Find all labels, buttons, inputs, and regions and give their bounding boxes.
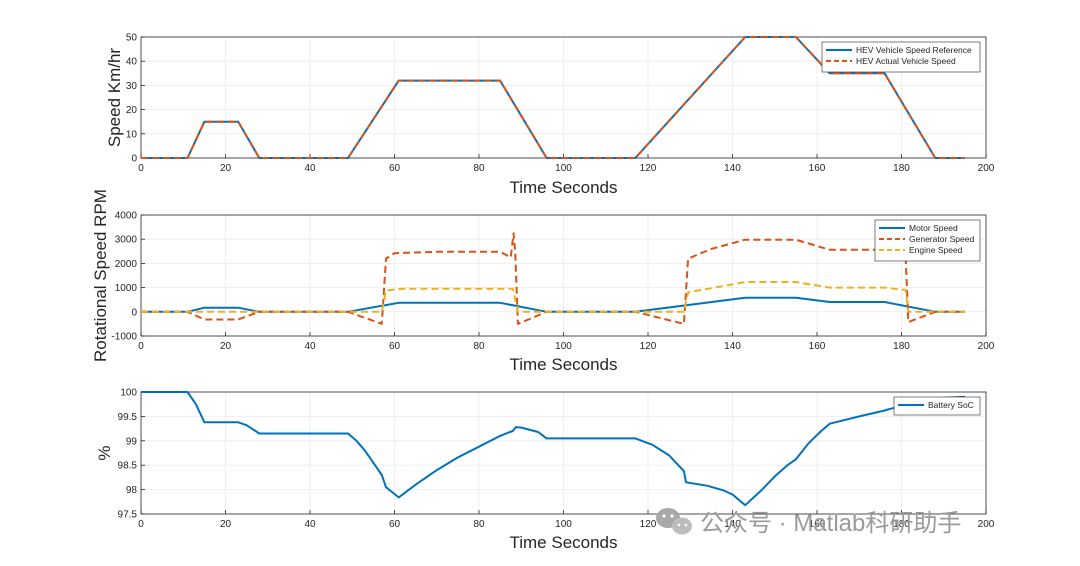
legend-entry: Engine Speed: [909, 245, 963, 255]
y-tick-label: 3000: [115, 235, 138, 246]
y-tick-label: 98: [126, 485, 138, 496]
y-tick-label: 4000: [115, 211, 138, 222]
x-tick-label: 80: [473, 341, 485, 352]
x-tick-label: 120: [640, 519, 657, 530]
y-axis-label: Speed Km/hr: [105, 48, 124, 148]
x-tick-label: 0: [138, 519, 144, 530]
x-tick-label: 80: [473, 519, 485, 530]
series-line-battery-soc: [141, 391, 965, 507]
soc-axes: 0 20 40 60 80 100 120 140 160 180 200 97.5 98 98.5 99 9…: [95, 388, 995, 553]
x-tick-label: 60: [389, 163, 401, 174]
y-tick-label: 0: [131, 154, 137, 165]
x-tick-label: 40: [304, 341, 316, 352]
x-tick-label: 20: [220, 519, 232, 530]
x-tick-label: 140: [724, 163, 741, 174]
legend-entry: HEV Actual Vehicle Speed: [856, 56, 956, 66]
x-tick-label: 120: [640, 163, 657, 174]
x-tick-label: 60: [389, 341, 401, 352]
y-axis-label: Rotational Speed RPM: [91, 189, 110, 362]
x-axis-label: Time Seconds: [509, 355, 617, 374]
x-tick-label: 120: [640, 341, 657, 352]
legend-entry: Battery SoC: [928, 400, 974, 410]
x-tick-label: 80: [473, 163, 485, 174]
x-tick-label: 100: [555, 519, 572, 530]
x-tick-label: 160: [809, 163, 826, 174]
y-tick-label: 40: [126, 57, 138, 68]
speed-axes: 0 20 40 60 80 100 120 140 160 180 200 0 10 20 30 40 50 Ti…: [105, 33, 995, 198]
y-tick-label: 98.5: [118, 461, 138, 472]
rpm-axes: 0 20 40 60 80 100 120 140 160 180 200-100001000200…: [91, 189, 995, 374]
x-tick-label: 200: [978, 341, 995, 352]
x-tick-label: 200: [978, 519, 995, 530]
x-tick-label: 20: [220, 341, 232, 352]
x-tick-label: 180: [893, 163, 910, 174]
y-tick-label: 0: [131, 307, 137, 318]
y-tick-label: 2000: [115, 259, 138, 270]
legend-entry: Motor Speed: [909, 223, 958, 233]
legend-box: [821, 41, 981, 73]
x-tick-label: 20: [220, 163, 232, 174]
series-line-motor-speed: [141, 296, 965, 313]
y-tick-label: 1000: [115, 283, 138, 294]
x-tick-label: 0: [138, 341, 144, 352]
legend-box: [874, 219, 981, 262]
x-tick-label: 140: [724, 519, 741, 530]
x-tick-label: 40: [304, 163, 316, 174]
y-tick-label: 97.5: [118, 510, 138, 521]
x-axis-label: Time Seconds: [509, 178, 617, 197]
series-line-generator-speed: [141, 232, 965, 325]
watermark-text: 公众号 · Matlab科研助手: [700, 510, 961, 537]
x-tick-label: 100: [555, 341, 572, 352]
x-axis-label: Time Seconds: [509, 533, 617, 552]
watermark: 公众号 · Matlab科研助手: [656, 508, 961, 537]
y-tick-label: 99.5: [118, 412, 138, 423]
legend-entry: Generator Speed: [909, 234, 974, 244]
legend: Battery SoC: [893, 396, 981, 416]
legend-box: [893, 396, 981, 416]
series-line-hev-actual-vehicle-speed: [141, 36, 965, 159]
x-tick-label: 100: [555, 163, 572, 174]
wechat-icon: [656, 508, 692, 535]
y-tick-label: 20: [126, 105, 138, 116]
y-tick-label: 100: [120, 388, 137, 399]
x-tick-label: 40: [304, 519, 316, 530]
x-tick-label: 180: [893, 519, 910, 530]
x-tick-label: 140: [724, 341, 741, 352]
y-tick-label: 10: [126, 129, 138, 140]
series-line-engine-speed: [141, 281, 965, 313]
x-tick-label: 180: [893, 341, 910, 352]
y-tick-label: 99: [126, 436, 138, 447]
y-tick-label: 50: [126, 33, 138, 44]
x-tick-label: 160: [809, 341, 826, 352]
x-tick-label: 60: [389, 519, 401, 530]
x-tick-label: 0: [138, 163, 144, 174]
y-tick-label: -1000: [111, 332, 137, 343]
x-tick-label: 200: [978, 163, 995, 174]
y-axis-label: %: [95, 445, 114, 460]
x-tick-label: 160: [809, 519, 826, 530]
y-tick-label: 30: [126, 81, 138, 92]
legend-entry: HEV Vehicle Speed Reference: [856, 45, 972, 55]
